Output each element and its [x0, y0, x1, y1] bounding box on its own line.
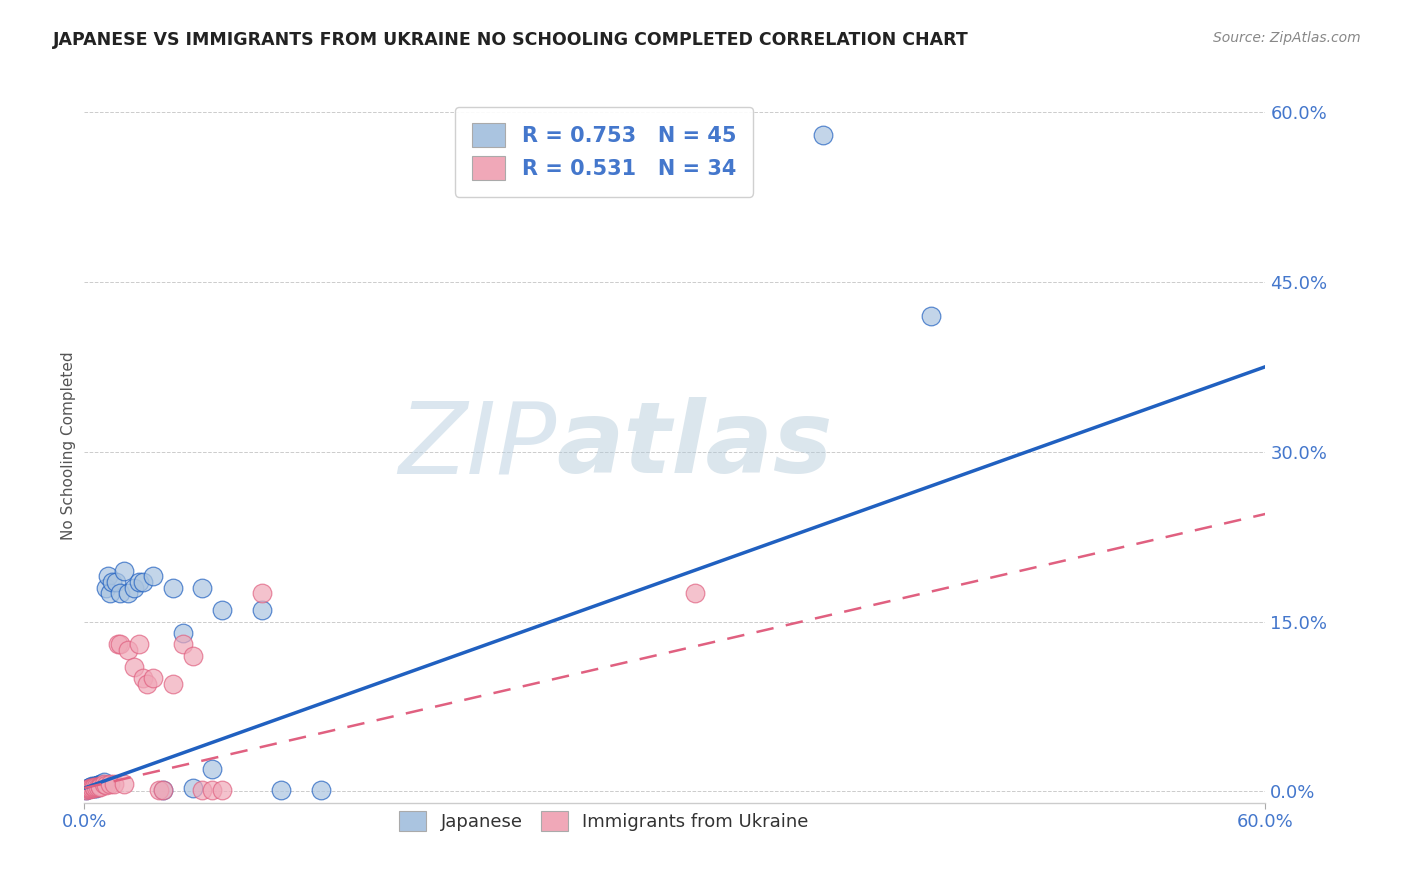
Point	[191, 783, 214, 797]
Point	[91, 776, 114, 790]
Point	[77, 782, 100, 797]
Point	[83, 779, 105, 793]
Point	[811, 128, 834, 142]
Point	[132, 671, 155, 685]
Point	[201, 783, 224, 797]
Point	[87, 778, 110, 792]
Point	[83, 780, 105, 795]
Point	[83, 780, 105, 795]
Point	[79, 780, 101, 795]
Point	[108, 586, 131, 600]
Point	[250, 603, 273, 617]
Point	[87, 779, 110, 793]
Point	[117, 643, 139, 657]
Point	[104, 574, 127, 589]
Y-axis label: No Schooling Completed: No Schooling Completed	[60, 351, 76, 541]
Text: atlas: atlas	[557, 398, 834, 494]
Point	[82, 779, 104, 793]
Point	[107, 637, 129, 651]
Point	[309, 783, 332, 797]
Point	[270, 783, 292, 797]
Point	[87, 780, 110, 794]
Point	[97, 569, 120, 583]
Point	[89, 778, 111, 792]
Point	[98, 586, 121, 600]
Point	[89, 779, 111, 793]
Point	[82, 780, 104, 795]
Point	[136, 677, 159, 691]
Point	[89, 780, 111, 794]
Point	[201, 762, 224, 776]
Point	[83, 780, 105, 794]
Point	[148, 783, 170, 797]
Text: ZIP: ZIP	[398, 398, 557, 494]
Point	[142, 569, 165, 583]
Point	[82, 780, 104, 794]
Legend: Japanese, Immigrants from Ukraine: Japanese, Immigrants from Ukraine	[391, 802, 818, 840]
Point	[920, 309, 942, 323]
Point	[122, 581, 145, 595]
Point	[172, 637, 194, 651]
Point	[87, 778, 110, 792]
Point	[84, 780, 107, 794]
Point	[683, 586, 706, 600]
Point	[191, 581, 214, 595]
Point	[117, 586, 139, 600]
Point	[79, 780, 101, 795]
Point	[122, 660, 145, 674]
Point	[172, 626, 194, 640]
Point	[77, 782, 100, 797]
Point	[162, 581, 184, 595]
Point	[152, 783, 174, 797]
Point	[152, 783, 174, 797]
Point	[181, 648, 204, 663]
Point	[103, 776, 125, 790]
Point	[142, 671, 165, 685]
Point	[77, 780, 100, 795]
Point	[128, 637, 150, 651]
Point	[211, 603, 233, 617]
Point	[128, 574, 150, 589]
Point	[75, 783, 97, 797]
Point	[84, 780, 107, 795]
Point	[83, 780, 105, 794]
Point	[108, 637, 131, 651]
Point	[98, 776, 121, 790]
Point	[112, 776, 135, 790]
Point	[162, 677, 184, 691]
Point	[132, 574, 155, 589]
Point	[89, 776, 111, 790]
Point	[93, 775, 115, 789]
Point	[181, 780, 204, 795]
Text: JAPANESE VS IMMIGRANTS FROM UKRAINE NO SCHOOLING COMPLETED CORRELATION CHART: JAPANESE VS IMMIGRANTS FROM UKRAINE NO S…	[53, 31, 969, 49]
Point	[93, 776, 115, 790]
Point	[75, 783, 97, 797]
Text: Source: ZipAtlas.com: Source: ZipAtlas.com	[1213, 31, 1361, 45]
Point	[79, 780, 101, 794]
Point	[82, 780, 104, 795]
Point	[101, 574, 124, 589]
Point	[84, 779, 107, 793]
Point	[79, 782, 101, 797]
Point	[94, 778, 117, 792]
Point	[94, 581, 117, 595]
Point	[84, 779, 107, 793]
Point	[112, 564, 135, 578]
Point	[250, 586, 273, 600]
Point	[211, 783, 233, 797]
